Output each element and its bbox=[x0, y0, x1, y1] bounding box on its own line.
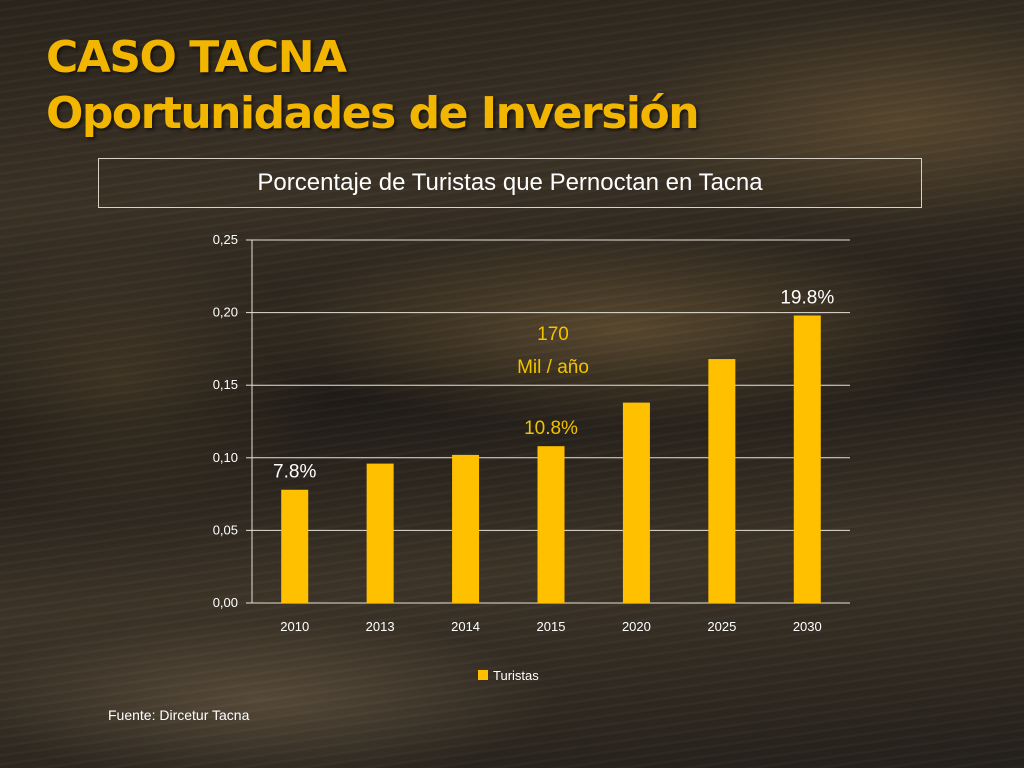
annotation-value: 170 bbox=[537, 324, 569, 345]
annotation-unit: Mil / año bbox=[517, 357, 589, 378]
data-label: 7.8% bbox=[273, 462, 316, 483]
bar bbox=[622, 402, 650, 603]
bar bbox=[537, 446, 565, 603]
y-tick-label: 0,05 bbox=[213, 522, 238, 537]
bar bbox=[281, 489, 309, 603]
source-note: Fuente: Dircetur Tacna bbox=[108, 707, 250, 723]
x-tick-label: 2010 bbox=[280, 619, 309, 634]
bar bbox=[793, 315, 821, 603]
slide-title-line-1: CASO TACNA bbox=[46, 32, 347, 83]
y-tick-label: 0,25 bbox=[213, 232, 238, 247]
y-tick-label: 0,15 bbox=[213, 377, 238, 392]
y-tick-label: 0,10 bbox=[213, 450, 238, 465]
x-tick-label: 2025 bbox=[707, 619, 736, 634]
bar bbox=[708, 359, 736, 603]
chart-title-box: Porcentaje de Turistas que Pernoctan en … bbox=[98, 158, 922, 208]
slide-title-line-2: Oportunidades de Inversión bbox=[46, 88, 700, 139]
legend-label: Turistas bbox=[493, 668, 539, 683]
data-label: 10.8% bbox=[524, 418, 578, 439]
x-tick-label: 2020 bbox=[622, 619, 651, 634]
data-label: 19.8% bbox=[780, 288, 834, 309]
legend-swatch bbox=[478, 670, 488, 680]
y-tick-label: 0,00 bbox=[213, 595, 238, 610]
slide-title: CASO TACNA Oportunidades de Inversión bbox=[46, 30, 700, 142]
x-tick-label: 2013 bbox=[366, 619, 395, 634]
x-tick-label: 2014 bbox=[451, 619, 480, 634]
chart-title: Porcentaje de Turistas que Pernoctan en … bbox=[257, 169, 763, 196]
bar bbox=[452, 454, 480, 603]
y-tick-label: 0,20 bbox=[213, 305, 238, 320]
x-tick-label: 2015 bbox=[537, 619, 566, 634]
bar bbox=[366, 463, 394, 603]
x-tick-label: 2030 bbox=[793, 619, 822, 634]
